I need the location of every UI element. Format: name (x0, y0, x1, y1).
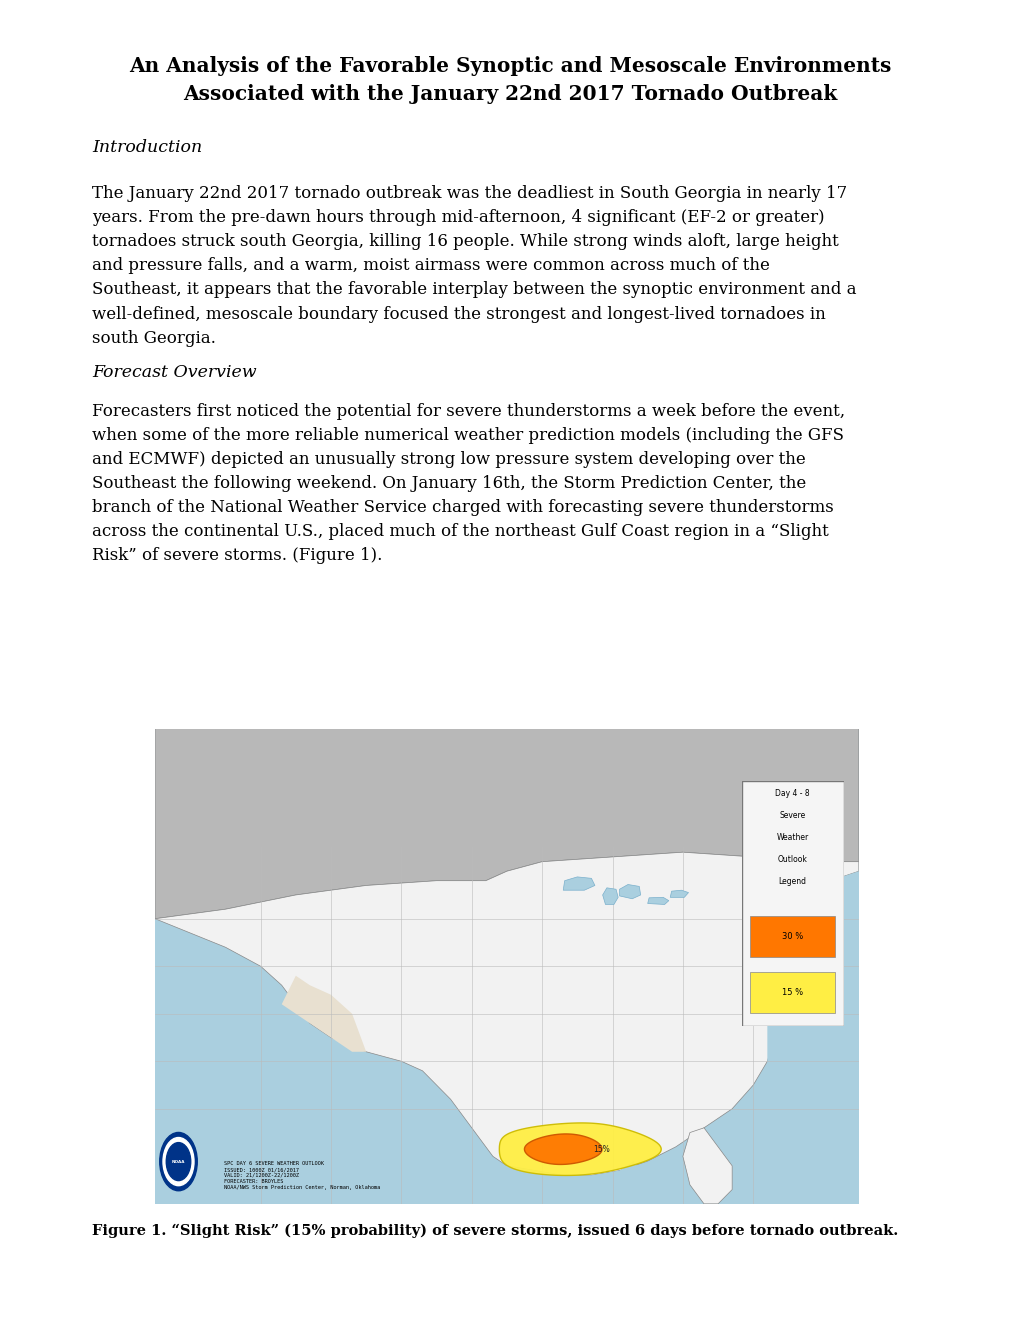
Polygon shape (683, 1127, 732, 1204)
Text: Severe: Severe (779, 810, 805, 820)
Text: Associated with the January 22nd 2017 Tornado Outbreak: Associated with the January 22nd 2017 To… (182, 83, 837, 104)
Polygon shape (155, 729, 858, 919)
Polygon shape (465, 1162, 661, 1204)
Text: Day 4 - 8: Day 4 - 8 (774, 789, 809, 797)
Text: Figure 1. “Slight Risk” (15% probability) of severe storms, issued 6 days before: Figure 1. “Slight Risk” (15% probability… (92, 1224, 897, 1238)
Text: Forecasters first noticed the potential for severe thunderstorms a week before t: Forecasters first noticed the potential … (92, 403, 844, 565)
Bar (749, 916, 835, 957)
Text: Introduction: Introduction (92, 140, 202, 156)
Polygon shape (669, 890, 688, 898)
Text: Weather: Weather (775, 833, 808, 842)
Circle shape (163, 1138, 194, 1185)
Bar (749, 972, 835, 1014)
Text: An Analysis of the Favorable Synoptic and Mesoscale Environments: An Analysis of the Favorable Synoptic an… (128, 55, 891, 77)
Circle shape (160, 1133, 197, 1191)
Text: Legend: Legend (777, 876, 806, 886)
Polygon shape (155, 853, 858, 1175)
Polygon shape (752, 871, 858, 1204)
Text: NOAA: NOAA (171, 1159, 185, 1164)
Text: 15%: 15% (593, 1144, 609, 1154)
Polygon shape (602, 888, 618, 904)
Circle shape (166, 1143, 191, 1180)
Text: The January 22nd 2017 tornado outbreak was the deadliest in South Georgia in nea: The January 22nd 2017 tornado outbreak w… (92, 185, 856, 347)
Polygon shape (281, 975, 366, 1052)
Polygon shape (499, 1123, 660, 1175)
Text: Forecast Overview: Forecast Overview (92, 364, 256, 380)
Polygon shape (562, 876, 594, 890)
Text: 30 %: 30 % (782, 932, 802, 941)
Text: SPC DAY 6 SEVERE WEATHER OUTLOOK
ISSUED: 1000Z 01/16/2017
VALID: 21/1200Z-22/120: SPC DAY 6 SEVERE WEATHER OUTLOOK ISSUED:… (224, 1162, 380, 1189)
Text: 15 %: 15 % (782, 989, 802, 997)
Text: Outlook: Outlook (776, 855, 807, 863)
Polygon shape (524, 1134, 601, 1164)
Polygon shape (619, 884, 640, 899)
Polygon shape (647, 898, 668, 904)
